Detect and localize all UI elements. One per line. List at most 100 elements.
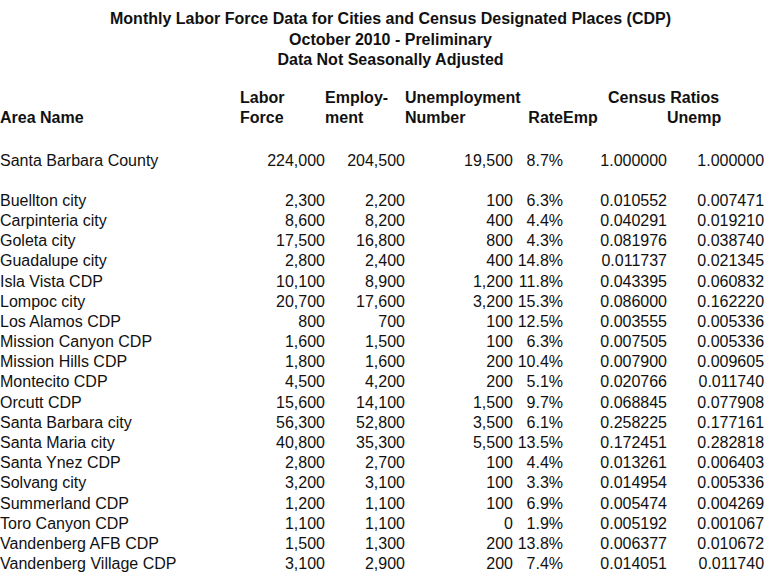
cell-census-unemp-ratio: 0.038740 [667,231,764,251]
cell-employment: 16,800 [325,231,405,251]
header-row-group: Labor Employ- Unemployment Census Ratios [0,88,764,108]
header-census-unemp: Unemp [667,108,764,128]
report-title: Monthly Labor Force Data for Cities and … [0,0,781,71]
cell-area-name: Montecito CDP [0,372,240,392]
cell-labor-force: 20,700 [240,292,325,312]
cell-labor-force: 1,800 [240,352,325,372]
cell-unemployment-number: 400 [405,251,513,271]
cell-census-emp-ratio: 0.081976 [563,231,667,251]
cell-unemployment-rate: 4.4% [513,453,563,473]
labor-force-table: Labor Employ- Unemployment Census Ratios… [0,88,764,575]
cell-census-emp-ratio: 0.014954 [563,473,667,493]
cell-unemployment-rate: 10.4% [513,352,563,372]
cell-employment: 2,200 [325,191,405,211]
cell-unemployment-rate: 3.3% [513,473,563,493]
cell-unemployment-number: 0 [405,514,513,534]
blank-row-spacer [0,171,764,191]
cell-area-name: Orcutt CDP [0,393,240,413]
cell-census-unemp-ratio: 0.009605 [667,352,764,372]
cell-unemployment-rate: 12.5% [513,312,563,332]
cell-employment: 3,100 [325,473,405,493]
cell-employment: 8,200 [325,211,405,231]
cell-unemployment-number: 200 [405,554,513,574]
cell-labor-force: 2,800 [240,251,325,271]
cell-labor-force: 1,100 [240,514,325,534]
cell-area-name: Vandenberg Village CDP [0,554,240,574]
header-area-name: Area Name [0,108,240,128]
cell-area-name: Isla Vista CDP [0,271,240,291]
cell-census-unemp-ratio: 0.077908 [667,393,764,413]
table-row: Isla Vista CDP 10,100 8,900 1,200 11.8% … [0,271,764,291]
header-unemployment-group: Unemployment [405,88,563,108]
cell-labor-force: 15,600 [240,393,325,413]
cell-unemployment-rate: 13.5% [513,433,563,453]
cell-census-unemp-ratio: 0.001067 [667,514,764,534]
table-row: Vandenberg AFB CDP 1,500 1,300 200 13.8%… [0,534,764,554]
table-row: Guadalupe city 2,800 2,400 400 14.8% 0.0… [0,251,764,271]
header-unemployment-number: Number [405,108,513,128]
cell-employment: 204,500 [325,151,405,171]
cell-census-unemp-ratio: 0.021345 [667,251,764,271]
cell-census-unemp-ratio: 0.282818 [667,433,764,453]
table-row: Buellton city 2,300 2,200 100 6.3% 0.010… [0,191,764,211]
cell-census-emp-ratio: 0.006377 [563,534,667,554]
cell-area-name: Vandenberg AFB CDP [0,534,240,554]
cell-employment: 4,200 [325,372,405,392]
cell-unemployment-rate: 5.1% [513,372,563,392]
table-row: Santa Maria city 40,800 35,300 5,500 13.… [0,433,764,453]
table-row: Solvang city 3,200 3,100 100 3.3% 0.0149… [0,473,764,493]
table-row: Carpinteria city 8,600 8,200 400 4.4% 0.… [0,211,764,231]
cell-unemployment-rate: 6.3% [513,191,563,211]
cell-employment: 1,500 [325,332,405,352]
cell-census-unemp-ratio: 0.011740 [667,554,764,574]
cell-unemployment-number: 200 [405,352,513,372]
table-row: Goleta city 17,500 16,800 800 4.3% 0.081… [0,231,764,251]
cell-labor-force: 2,800 [240,453,325,473]
table-row: Vandenberg Village CDP 3,100 2,900 200 7… [0,554,764,574]
cell-employment: 8,900 [325,271,405,291]
cell-employment: 52,800 [325,413,405,433]
cell-unemployment-rate: 6.3% [513,332,563,352]
cell-labor-force: 8,600 [240,211,325,231]
table-row-county: Santa Barbara County 224,000 204,500 19,… [0,151,764,171]
cell-unemployment-rate: 11.8% [513,271,563,291]
cell-unemployment-number: 200 [405,534,513,554]
cell-labor-force: 1,500 [240,534,325,554]
cell-area-name: Buellton city [0,191,240,211]
header-labor-force-line2: Force [240,108,325,128]
table-header: Labor Employ- Unemployment Census Ratios… [0,88,764,128]
table-row: Montecito CDP 4,500 4,200 200 5.1% 0.020… [0,372,764,392]
cell-unemployment-number: 100 [405,332,513,352]
cell-census-unemp-ratio: 0.011740 [667,372,764,392]
cell-census-emp-ratio: 0.068845 [563,393,667,413]
cell-labor-force: 1,600 [240,332,325,352]
cell-employment: 17,600 [325,292,405,312]
cell-unemployment-number: 100 [405,453,513,473]
cell-unemployment-rate: 15.3% [513,292,563,312]
cell-labor-force: 800 [240,312,325,332]
cell-unemployment-rate: 14.8% [513,251,563,271]
cell-employment: 14,100 [325,393,405,413]
cell-census-emp-ratio: 1.000000 [563,151,667,171]
cell-employment: 1,300 [325,534,405,554]
cell-unemployment-number: 5,500 [405,433,513,453]
cell-unemployment-number: 100 [405,312,513,332]
cell-census-unemp-ratio: 0.004269 [667,494,764,514]
cell-census-unemp-ratio: 0.010672 [667,534,764,554]
cell-census-emp-ratio: 0.013261 [563,453,667,473]
cell-area-name: Mission Hills CDP [0,352,240,372]
cell-labor-force: 56,300 [240,413,325,433]
header-census-emp: Emp [563,108,667,128]
cell-employment: 2,400 [325,251,405,271]
cell-census-unemp-ratio: 0.177161 [667,413,764,433]
cell-census-unemp-ratio: 1.000000 [667,151,764,171]
cell-unemployment-number: 100 [405,473,513,493]
table-row: Mission Canyon CDP 1,600 1,500 100 6.3% … [0,332,764,352]
header-spacer [0,88,240,108]
cell-employment: 2,700 [325,453,405,473]
cell-census-unemp-ratio: 0.006403 [667,453,764,473]
cell-unemployment-rate: 1.9% [513,514,563,534]
cell-labor-force: 10,100 [240,271,325,291]
cell-census-unemp-ratio: 0.005336 [667,332,764,352]
cell-census-unemp-ratio: 0.005336 [667,312,764,332]
